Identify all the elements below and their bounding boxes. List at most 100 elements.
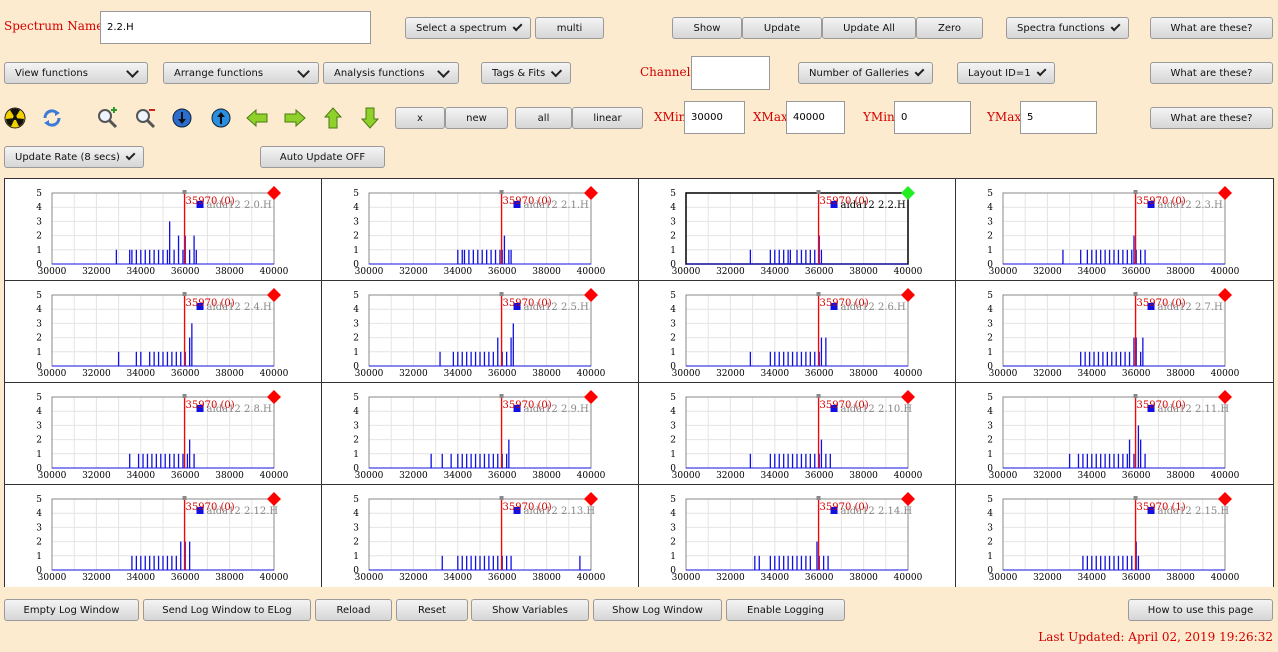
spectrum-panel[interactable]: 0 1 2 3 4 5 30000 32000 34000 36000 38000 40000 aida… (956, 281, 1273, 383)
cursor-handle[interactable] (816, 292, 821, 296)
what-are-these-button-1[interactable]: What are these? (1150, 17, 1273, 39)
cursor-handle[interactable] (499, 190, 504, 194)
xmin-input[interactable]: 30000 (684, 101, 745, 134)
spectrum-panel[interactable]: 0 1 2 3 4 5 30000 32000 34000 36000 38000 40000 aida… (639, 179, 956, 281)
select-diamond-icon[interactable] (901, 390, 915, 404)
spectrum-panel[interactable]: 0 1 2 3 4 5 30000 32000 34000 36000 38000 40000 aida… (5, 485, 322, 587)
x-button[interactable]: x (395, 107, 445, 129)
arrow-down-circle-icon[interactable] (169, 105, 195, 131)
all-button[interactable]: all (515, 107, 572, 129)
arrow-up-icon[interactable] (320, 105, 346, 131)
spectrum-panel[interactable]: 0 1 2 3 4 5 30000 32000 34000 36000 38000 40000 aida… (639, 281, 956, 383)
update-rate-dropdown[interactable]: Update Rate (8 secs) (4, 146, 144, 168)
send-log-elog-button[interactable]: Send Log Window to ELog (143, 599, 311, 621)
empty-log-button[interactable]: Empty Log Window (4, 599, 139, 621)
arrow-right-icon[interactable] (282, 105, 308, 131)
multi-button[interactable]: multi (535, 17, 604, 39)
select-diamond-icon[interactable] (901, 492, 915, 506)
spectrum-panel[interactable]: 0 1 2 3 4 5 30000 32000 34000 36000 38000 40000 aida… (322, 485, 639, 587)
spectrum-panel[interactable]: 0 1 2 3 4 5 30000 32000 34000 36000 38000 40000 aida… (322, 383, 639, 485)
cursor-handle[interactable] (499, 292, 504, 296)
cursor-handle[interactable] (1133, 496, 1138, 500)
select-diamond-icon[interactable] (267, 492, 281, 506)
spectrum-panel[interactable]: 0 1 2 3 4 5 30000 32000 34000 36000 38000 40000 aida… (322, 179, 639, 281)
arrange-functions-dropdown[interactable]: Arrange functions (163, 62, 319, 84)
select-diamond-icon[interactable] (584, 288, 598, 302)
cursor-handle[interactable] (182, 190, 187, 194)
select-diamond-icon[interactable] (267, 288, 281, 302)
number-of-galleries-dropdown[interactable]: Number of Galleries (798, 62, 933, 84)
enable-logging-button[interactable]: Enable Logging (726, 599, 845, 621)
cursor-handle[interactable] (499, 394, 504, 398)
cursor-handle[interactable] (1133, 190, 1138, 194)
cursor-handle[interactable] (816, 496, 821, 500)
what-are-these-button-2[interactable]: What are these? (1150, 62, 1273, 84)
spectrum-name-input[interactable]: 2.2.H (100, 11, 371, 44)
select-diamond-icon[interactable] (1218, 186, 1232, 200)
radiation-icon[interactable] (2, 105, 28, 131)
new-button[interactable]: new (445, 107, 508, 129)
cursor-handle[interactable] (1133, 394, 1138, 398)
x-tick-label: 30000 (355, 573, 384, 583)
show-log-window-button[interactable]: Show Log Window (593, 599, 722, 621)
channel-input[interactable] (691, 56, 770, 90)
select-diamond-icon[interactable] (901, 186, 915, 200)
spectrum-panel[interactable]: 0 1 2 3 4 5 30000 32000 34000 36000 38000 40000 aida… (5, 281, 322, 383)
zero-button[interactable]: Zero (916, 17, 983, 39)
show-button[interactable]: Show (672, 17, 742, 39)
analysis-functions-dropdown[interactable]: Analysis functions (323, 62, 459, 84)
ymin-input[interactable]: 0 (894, 101, 971, 134)
spectrum-panel[interactable]: 0 1 2 3 4 5 30000 32000 34000 36000 38000 40000 aida… (5, 383, 322, 485)
spectrum-panel[interactable]: 0 1 2 3 4 5 30000 32000 34000 36000 38000 40000 aida… (639, 485, 956, 587)
select-diamond-icon[interactable] (1218, 492, 1232, 506)
cursor-handle[interactable] (1133, 292, 1138, 296)
auto-update-button[interactable]: Auto Update OFF (260, 146, 385, 168)
chevron-down-icon (126, 64, 139, 78)
xmax-input[interactable]: 40000 (786, 101, 845, 134)
spectrum-panel[interactable]: 0 1 2 3 4 5 30000 32000 34000 36000 38000 40000 aida… (639, 383, 956, 485)
select-spectrum-dropdown[interactable]: Select a spectrum (405, 17, 531, 39)
cursor-handle[interactable] (816, 394, 821, 398)
spectrum-panel[interactable]: 0 1 2 3 4 5 30000 32000 34000 36000 38000 40000 aida… (5, 179, 322, 281)
cursor-handle[interactable] (182, 496, 187, 500)
refresh-icon[interactable] (39, 105, 65, 131)
zoom-in-icon[interactable] (94, 105, 120, 131)
select-diamond-icon[interactable] (584, 492, 598, 506)
select-diamond-icon[interactable] (1218, 390, 1232, 404)
legend-label: aida12 2.5.H (524, 302, 590, 313)
view-functions-dropdown[interactable]: View functions (4, 62, 148, 84)
cursor-handle[interactable] (182, 292, 187, 296)
select-diamond-icon[interactable] (901, 288, 915, 302)
select-diamond-icon[interactable] (584, 186, 598, 200)
how-to-use-button[interactable]: How to use this page (1128, 599, 1273, 621)
cursor-handle[interactable] (182, 394, 187, 398)
layout-id-dropdown[interactable]: Layout ID=1 (957, 62, 1055, 84)
cursor-handle[interactable] (499, 496, 504, 500)
select-diamond-icon[interactable] (267, 186, 281, 200)
spectrum-panel[interactable]: 0 1 2 3 4 5 30000 32000 34000 36000 38000 40000 aida… (322, 281, 639, 383)
spectra-functions-dropdown[interactable]: Spectra functions (1006, 17, 1129, 39)
cursor-handle[interactable] (816, 190, 821, 194)
x-tick-label: 40000 (894, 471, 923, 481)
select-diamond-icon[interactable] (267, 390, 281, 404)
ymax-input[interactable]: 5 (1020, 101, 1097, 134)
spectrum-panel[interactable]: 0 1 2 3 4 5 30000 32000 34000 36000 38000 40000 aida… (956, 383, 1273, 485)
linear-button[interactable]: linear (572, 107, 643, 129)
update-button[interactable]: Update (742, 17, 822, 39)
reload-button[interactable]: Reload (315, 599, 392, 621)
zoom-out-icon[interactable] (132, 105, 158, 131)
show-variables-button[interactable]: Show Variables (471, 599, 589, 621)
update-all-button[interactable]: Update All (822, 17, 916, 39)
select-diamond-icon[interactable] (584, 390, 598, 404)
x-tick-label: 38000 (215, 369, 244, 379)
y-tick-label: 2 (36, 232, 42, 242)
select-diamond-icon[interactable] (1218, 288, 1232, 302)
reset-button[interactable]: Reset (396, 599, 468, 621)
spectrum-panel[interactable]: 0 1 2 3 4 5 30000 32000 34000 36000 38000 40000 aida… (956, 485, 1273, 587)
arrow-up-circle-icon[interactable] (208, 105, 234, 131)
tags-fits-dropdown[interactable]: Tags & Fits (481, 62, 571, 84)
spectrum-panel[interactable]: 0 1 2 3 4 5 30000 32000 34000 36000 38000 40000 aida… (956, 179, 1273, 281)
arrow-left-icon[interactable] (244, 105, 270, 131)
what-are-these-button-3[interactable]: What are these? (1150, 107, 1273, 129)
arrow-down-icon[interactable] (357, 105, 383, 131)
